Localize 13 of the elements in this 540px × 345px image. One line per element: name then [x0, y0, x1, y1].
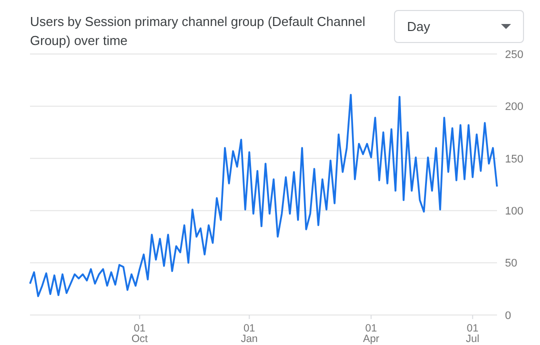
y-tick-label: 0 [505, 310, 512, 322]
y-tick-label: 200 [505, 101, 524, 114]
y-tick-label: 150 [505, 153, 524, 166]
y-tick-label: 50 [505, 258, 518, 270]
x-tick-label: 01 Apr [362, 322, 380, 345]
y-tick-label: 100 [505, 206, 524, 218]
x-tick-label: 01 Oct [131, 322, 148, 345]
line-series [29, 94, 498, 298]
x-tick-label: 01 Jan [240, 322, 258, 345]
x-tick-label: 01 Jul [466, 322, 480, 345]
y-tick-label: 250 [505, 48, 524, 61]
chart-title: Users by Session primary channel group (Default Channel Group) over time [30, 13, 366, 50]
dropdown-field: Day [394, 10, 524, 43]
